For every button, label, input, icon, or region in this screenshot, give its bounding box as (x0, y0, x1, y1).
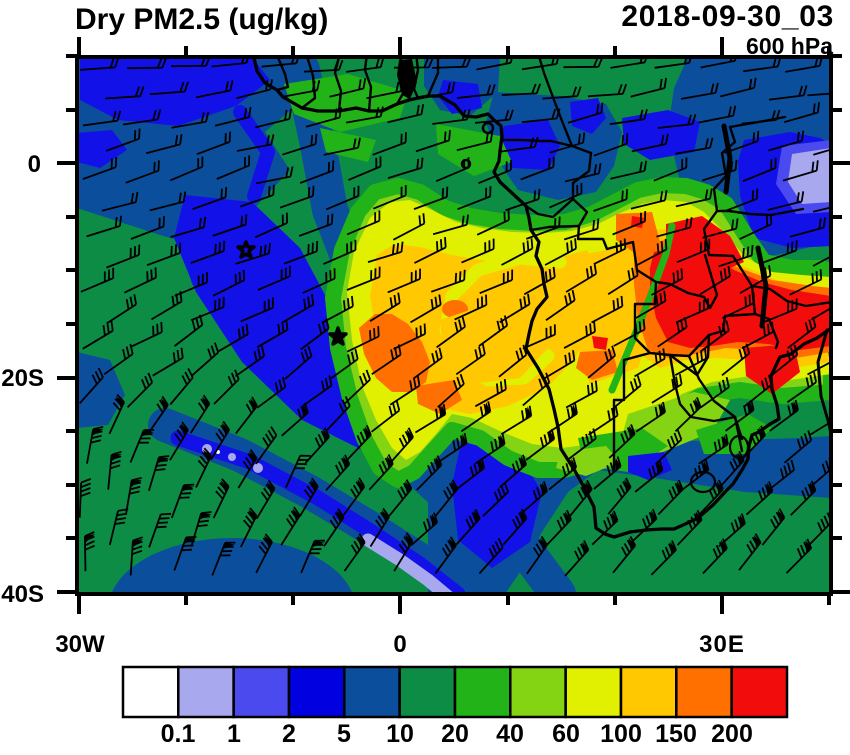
svg-text:150: 150 (655, 720, 697, 748)
svg-text:2018-09-30_03: 2018-09-30_03 (621, 0, 834, 33)
svg-text:2: 2 (282, 720, 296, 748)
svg-text:60: 60 (552, 720, 580, 748)
svg-text:600 hPa: 600 hPa (746, 33, 833, 59)
svg-text:200: 200 (711, 720, 753, 748)
svg-text:1: 1 (227, 720, 241, 748)
svg-text:Dry PM2.5 (ug/kg): Dry PM2.5 (ug/kg) (75, 3, 328, 36)
svg-text:0: 0 (393, 631, 406, 658)
svg-text:5: 5 (337, 720, 351, 748)
svg-text:20S: 20S (1, 365, 44, 392)
svg-text:100: 100 (600, 720, 642, 748)
svg-text:20: 20 (441, 720, 469, 748)
svg-text:0.1: 0.1 (161, 720, 196, 748)
svg-text:30E: 30E (699, 631, 745, 658)
svg-text:40: 40 (496, 720, 524, 748)
svg-text:10: 10 (386, 720, 414, 748)
svg-text:30W: 30W (55, 631, 105, 658)
svg-text:40S: 40S (1, 581, 44, 608)
svg-text:0: 0 (28, 151, 41, 178)
